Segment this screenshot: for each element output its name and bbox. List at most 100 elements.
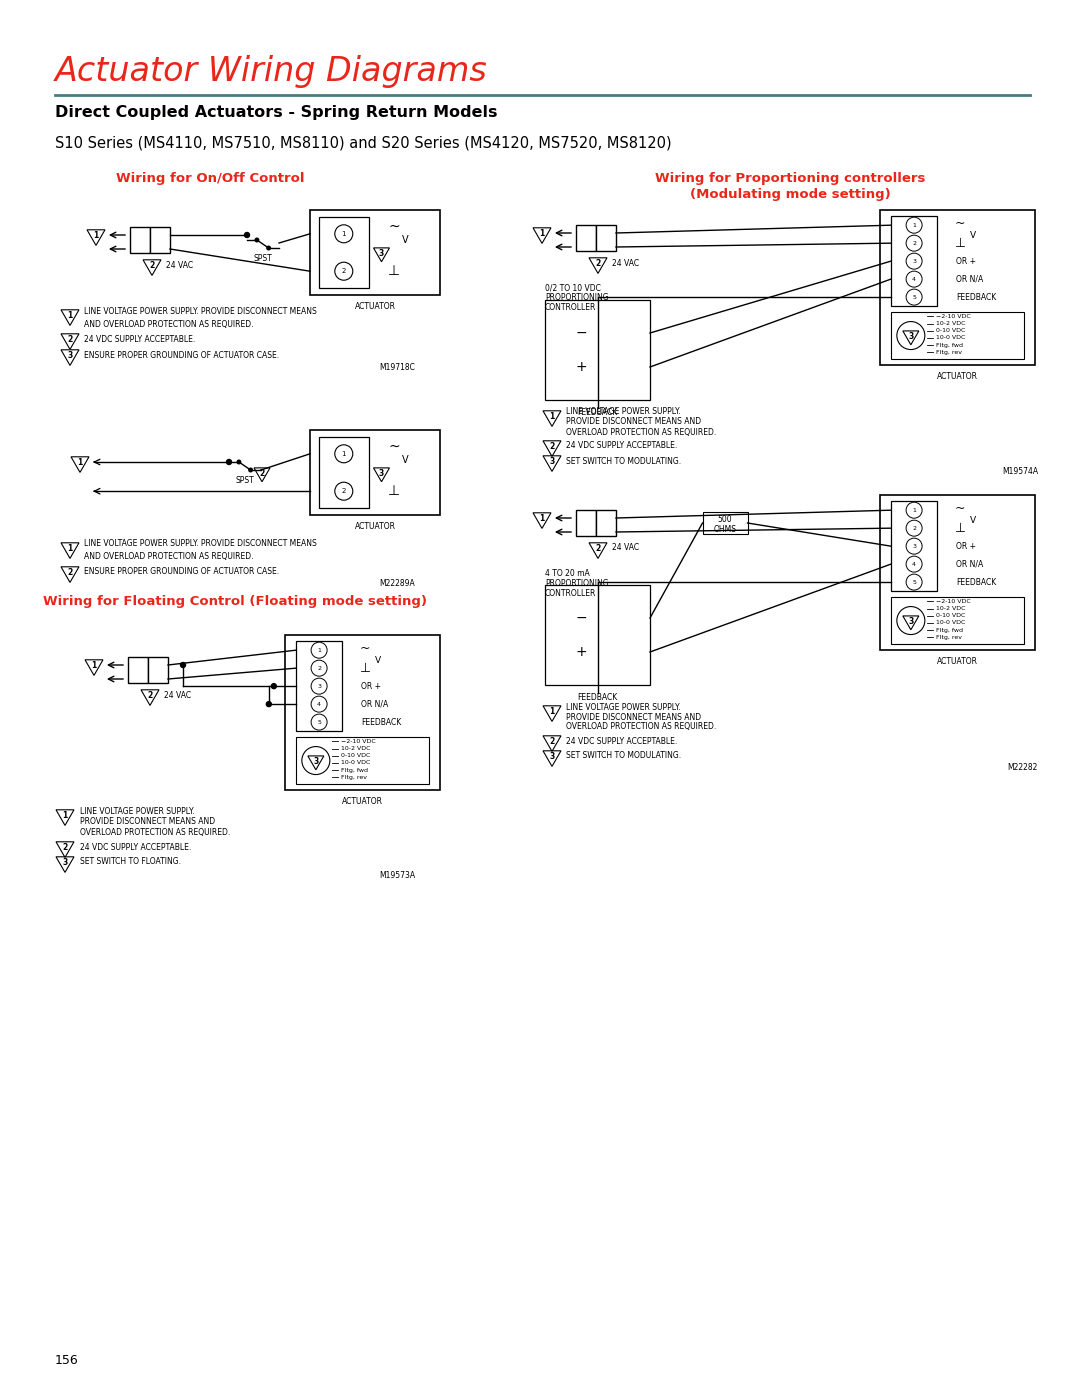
Text: ACTUATOR: ACTUATOR xyxy=(937,372,978,381)
Circle shape xyxy=(335,263,353,281)
Text: LINE VOLTAGE POWER SUPPLY. PROVIDE DISCONNECT MEANS: LINE VOLTAGE POWER SUPPLY. PROVIDE DISCO… xyxy=(84,539,316,549)
Text: ~: ~ xyxy=(388,440,400,454)
Text: PROPORTIONING: PROPORTIONING xyxy=(545,578,609,588)
Text: M19574A: M19574A xyxy=(1002,468,1038,476)
Text: 3: 3 xyxy=(379,468,384,478)
Text: OR N/A: OR N/A xyxy=(957,275,984,284)
Text: ENSURE PROPER GROUNDING OF ACTUATOR CASE.: ENSURE PROPER GROUNDING OF ACTUATOR CASE… xyxy=(84,351,279,359)
Text: 24 VAC: 24 VAC xyxy=(612,543,639,552)
Circle shape xyxy=(896,321,924,349)
Text: ACTUATOR: ACTUATOR xyxy=(342,798,383,806)
Circle shape xyxy=(244,232,249,237)
Text: V: V xyxy=(971,515,976,525)
Circle shape xyxy=(906,271,922,288)
Text: 1: 1 xyxy=(93,232,98,240)
Text: 1: 1 xyxy=(92,661,96,671)
Circle shape xyxy=(180,662,186,668)
Text: 24 VAC: 24 VAC xyxy=(612,258,639,267)
Text: PROPORTIONING: PROPORTIONING xyxy=(545,293,609,303)
Bar xyxy=(891,313,1024,359)
Text: M19718C: M19718C xyxy=(379,362,415,372)
Circle shape xyxy=(301,746,329,774)
Text: 2: 2 xyxy=(67,335,72,344)
Text: LINE VOLTAGE POWER SUPPLY. PROVIDE DISCONNECT MEANS: LINE VOLTAGE POWER SUPPLY. PROVIDE DISCO… xyxy=(84,306,316,316)
Text: Wiring for Floating Control (Floating mode setting): Wiring for Floating Control (Floating mo… xyxy=(43,595,427,608)
Text: ACTUATOR: ACTUATOR xyxy=(354,522,395,531)
Text: 2: 2 xyxy=(595,545,600,553)
Text: CONTROLLER: CONTROLLER xyxy=(545,303,596,313)
Text: 10-2 VDC: 10-2 VDC xyxy=(341,746,370,752)
Text: −2-10 VDC: −2-10 VDC xyxy=(936,599,971,604)
Text: 0/2 TO 10 VDC: 0/2 TO 10 VDC xyxy=(545,284,600,292)
Text: M22282: M22282 xyxy=(1008,763,1038,771)
Circle shape xyxy=(311,678,327,694)
Text: 2: 2 xyxy=(149,261,154,270)
Text: 3: 3 xyxy=(67,351,72,360)
Text: (Modulating mode setting): (Modulating mode setting) xyxy=(690,189,890,201)
Circle shape xyxy=(906,289,922,305)
Bar xyxy=(319,437,368,509)
Text: OR +: OR + xyxy=(957,257,976,265)
Text: FEEDBACK: FEEDBACK xyxy=(957,292,997,302)
Text: V: V xyxy=(402,235,408,244)
Text: 2: 2 xyxy=(550,443,555,451)
Bar xyxy=(596,225,616,251)
Text: 0-10 VDC: 0-10 VDC xyxy=(936,328,966,334)
Circle shape xyxy=(896,606,924,634)
Text: ACTUATOR: ACTUATOR xyxy=(937,657,978,666)
Bar xyxy=(880,210,1035,365)
Circle shape xyxy=(311,643,327,658)
Text: −: − xyxy=(576,610,588,624)
Text: OHMS: OHMS xyxy=(714,524,737,534)
Text: 1: 1 xyxy=(550,707,555,717)
Text: OVERLOAD PROTECTION AS REQUIRED.: OVERLOAD PROTECTION AS REQUIRED. xyxy=(80,828,230,837)
Text: 5: 5 xyxy=(913,580,916,584)
Bar xyxy=(891,502,937,591)
Circle shape xyxy=(335,482,353,500)
Text: CONTROLLER: CONTROLLER xyxy=(545,588,596,598)
Text: 3: 3 xyxy=(63,858,68,868)
Text: Wiring for Proportioning controllers: Wiring for Proportioning controllers xyxy=(654,172,926,184)
Circle shape xyxy=(311,661,327,676)
Text: 2: 2 xyxy=(341,488,346,495)
Circle shape xyxy=(906,520,922,536)
Text: 3: 3 xyxy=(379,249,384,257)
Text: 10-0 VDC: 10-0 VDC xyxy=(936,335,966,341)
Text: 2: 2 xyxy=(341,268,346,274)
Bar xyxy=(596,510,616,536)
Text: ~: ~ xyxy=(360,641,369,655)
Bar xyxy=(296,641,342,731)
Text: OR +: OR + xyxy=(362,682,381,690)
Text: Fltg, fwd: Fltg, fwd xyxy=(341,767,368,773)
Circle shape xyxy=(267,701,271,707)
Circle shape xyxy=(906,574,922,590)
Text: Fltg, rev: Fltg, rev xyxy=(936,634,962,640)
Bar xyxy=(285,636,440,789)
Bar xyxy=(576,225,596,251)
Bar xyxy=(130,226,150,253)
Text: OVERLOAD PROTECTION AS REQUIRED.: OVERLOAD PROTECTION AS REQUIRED. xyxy=(566,722,716,732)
Text: 0-10 VDC: 0-10 VDC xyxy=(341,753,370,759)
Text: 1: 1 xyxy=(539,514,544,524)
Text: SPST: SPST xyxy=(235,476,255,485)
Bar xyxy=(319,217,368,288)
Text: V: V xyxy=(971,231,976,240)
Text: ~: ~ xyxy=(388,219,400,235)
Text: 24 VAC: 24 VAC xyxy=(166,260,193,270)
Bar xyxy=(310,210,440,295)
Circle shape xyxy=(311,696,327,712)
Text: OR N/A: OR N/A xyxy=(957,560,984,569)
Text: 4 TO 20 mA: 4 TO 20 mA xyxy=(545,569,590,577)
Text: 0-10 VDC: 0-10 VDC xyxy=(936,613,966,619)
Text: 500: 500 xyxy=(718,515,732,524)
Circle shape xyxy=(906,538,922,555)
Text: 10-0 VDC: 10-0 VDC xyxy=(341,760,370,766)
Text: FEEDBACK: FEEDBACK xyxy=(957,577,997,587)
Bar xyxy=(148,657,168,683)
Circle shape xyxy=(335,225,353,243)
Text: 2: 2 xyxy=(550,738,555,746)
Text: 4: 4 xyxy=(318,701,321,707)
Text: AND OVERLOAD PROTECTION AS REQUIRED.: AND OVERLOAD PROTECTION AS REQUIRED. xyxy=(84,552,254,562)
Text: OVERLOAD PROTECTION AS REQUIRED.: OVERLOAD PROTECTION AS REQUIRED. xyxy=(566,427,716,436)
Text: Wiring for On/Off Control: Wiring for On/Off Control xyxy=(116,172,305,184)
